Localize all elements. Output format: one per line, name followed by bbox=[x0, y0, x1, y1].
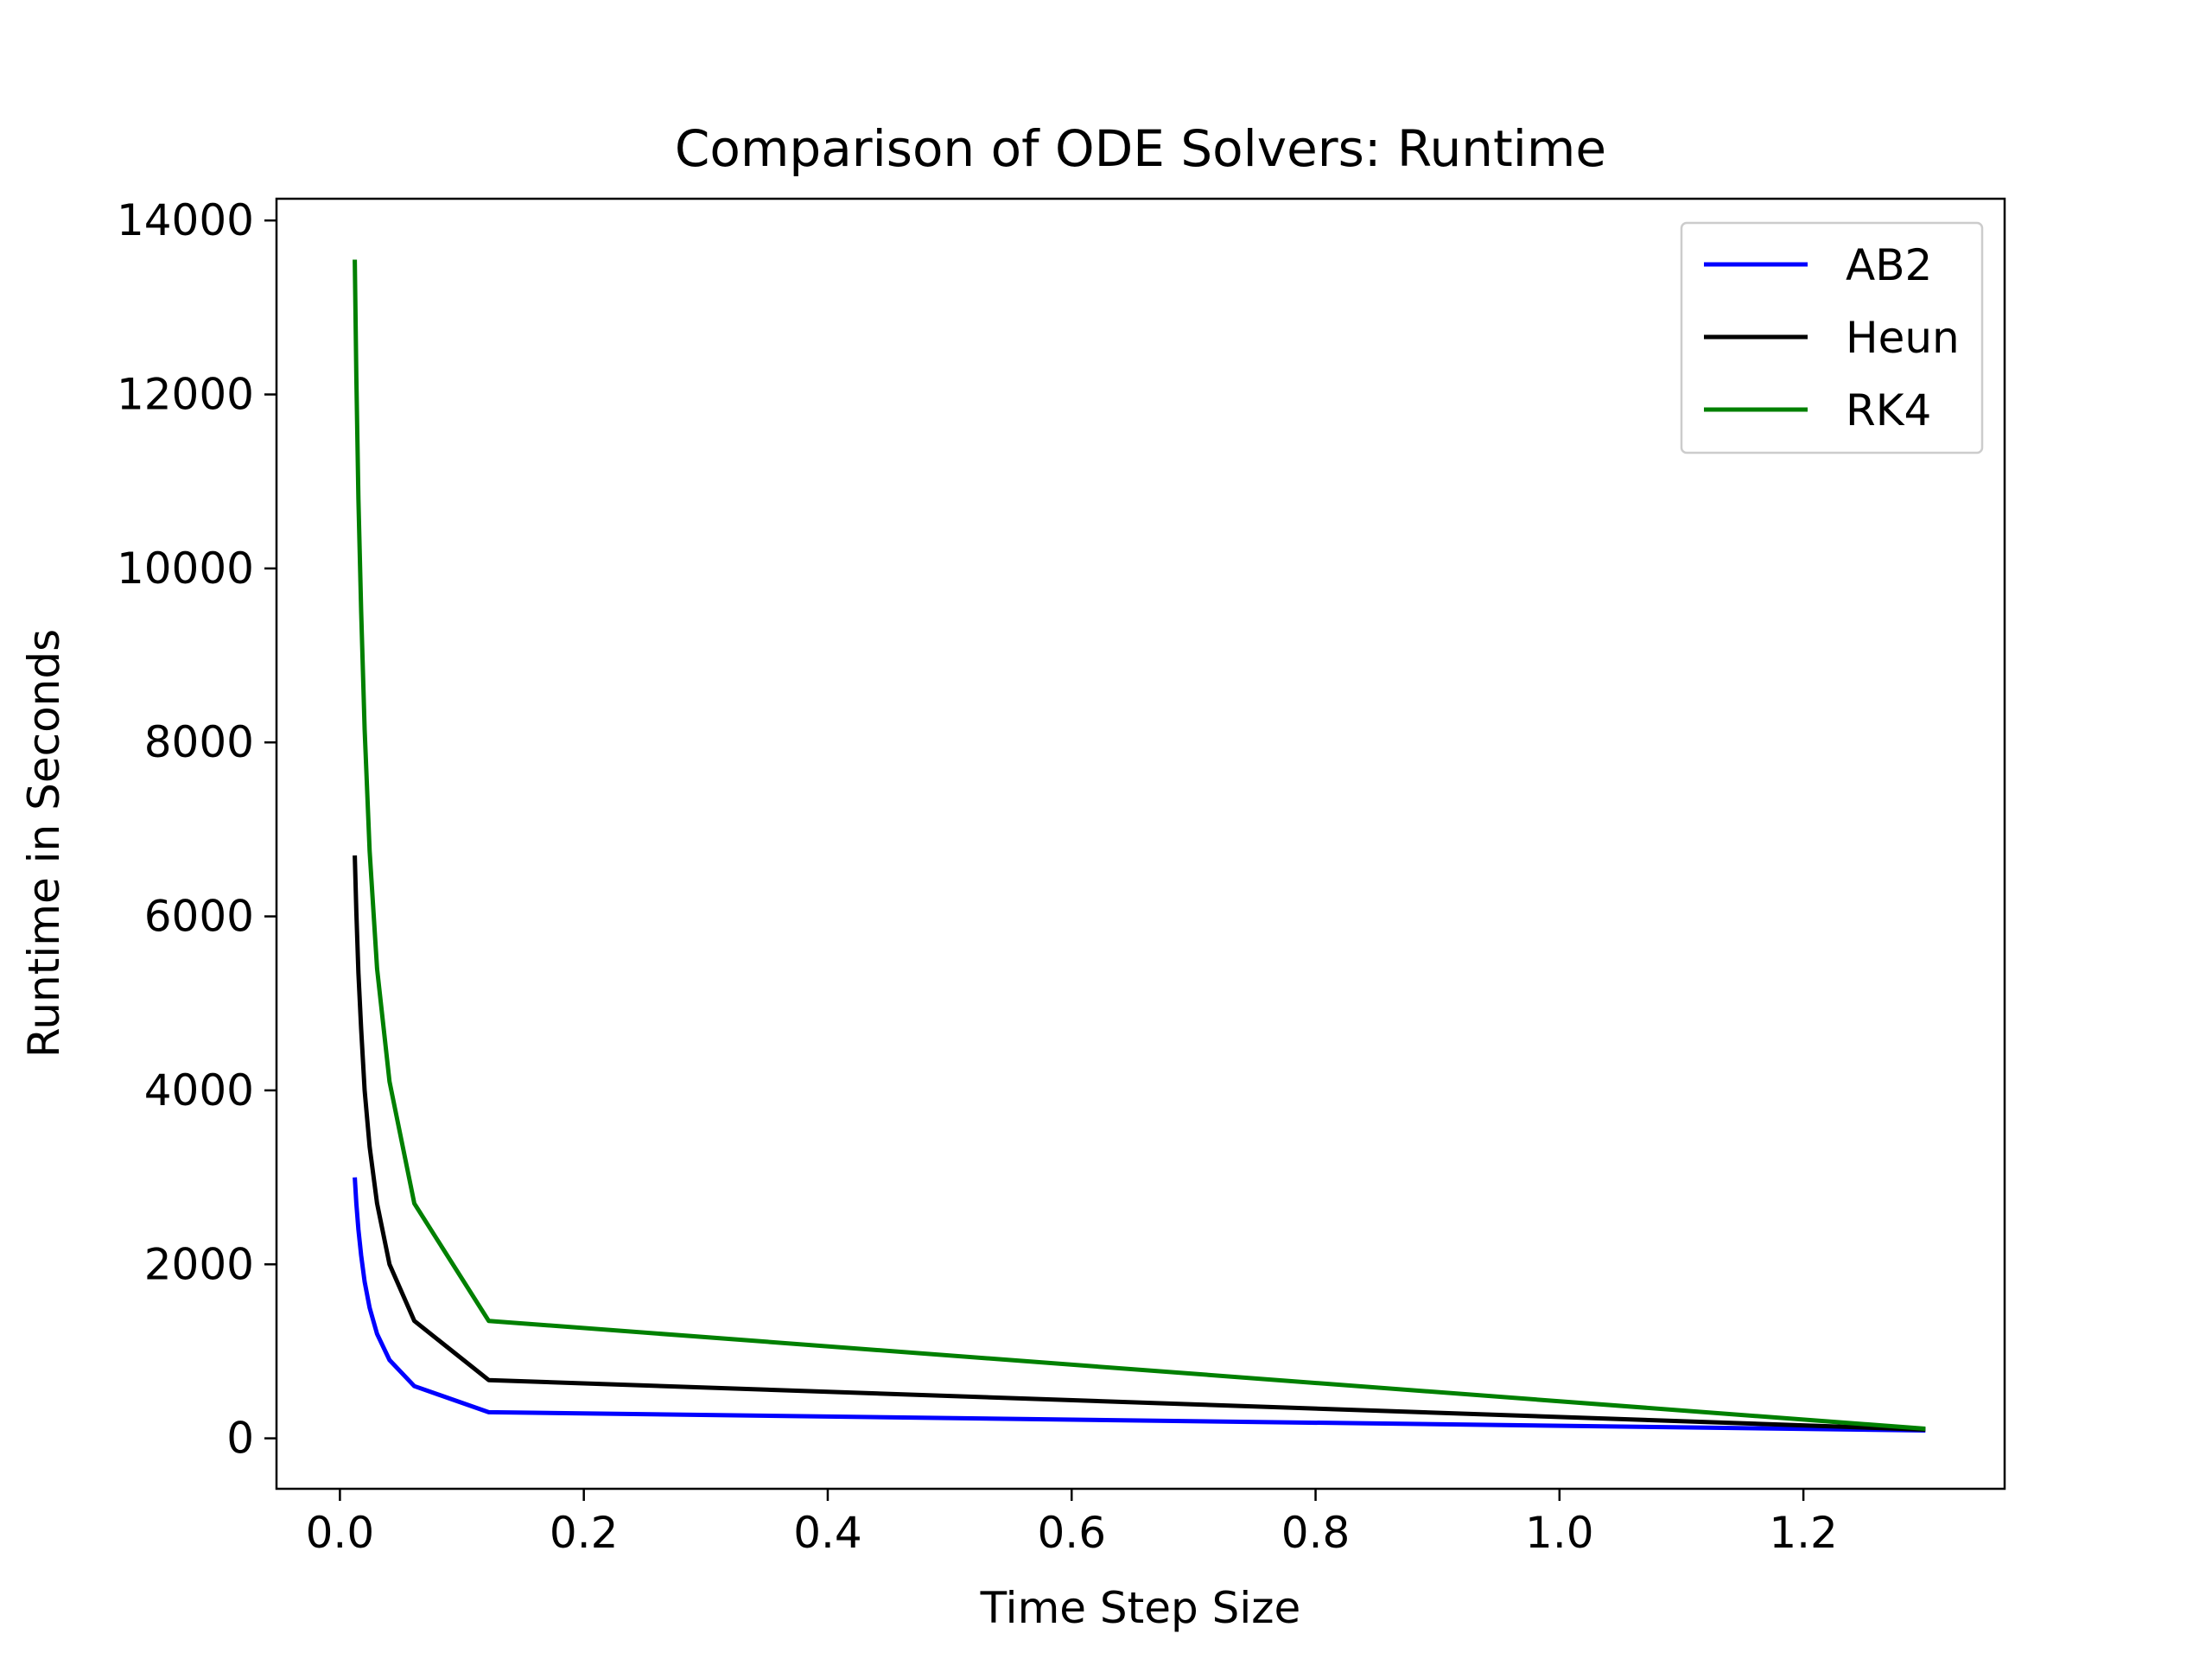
legend: AB2 Heun RK4 bbox=[1680, 221, 1984, 454]
x-axis: 0.0 0.2 0.4 0.6 0.8 1.0 1.2 bbox=[306, 1489, 1838, 1558]
x-tick-label: 0.6 bbox=[1037, 1508, 1106, 1558]
series-line-heun bbox=[353, 855, 1926, 1432]
legend-label-ab2: AB2 bbox=[1846, 240, 1932, 290]
y-axis-label: Runtime in Seconds bbox=[19, 629, 69, 1058]
series-line-ab2 bbox=[353, 1177, 1926, 1433]
y-tick-label: 8000 bbox=[144, 717, 254, 767]
y-tick-label: 6000 bbox=[144, 892, 254, 942]
y-axis: 0 2000 4000 6000 8000 10000 12000 14000 bbox=[117, 195, 276, 1464]
legend-label-heun: Heun bbox=[1846, 313, 1960, 363]
x-axis-label: Time Step Size bbox=[980, 1583, 1301, 1633]
y-tick-label: 10000 bbox=[117, 543, 254, 594]
chart-title: Comparison of ODE Solvers: Runtime bbox=[675, 119, 1606, 178]
x-tick-label: 1.0 bbox=[1525, 1508, 1594, 1558]
x-tick-label: 0.2 bbox=[550, 1508, 619, 1558]
y-tick-label: 0 bbox=[226, 1414, 254, 1464]
plot-area bbox=[275, 197, 2006, 1491]
series-layer bbox=[353, 259, 1926, 1433]
x-tick-label: 0.8 bbox=[1281, 1508, 1351, 1558]
y-tick-label: 14000 bbox=[117, 195, 254, 245]
legend-box bbox=[1680, 221, 1984, 454]
x-tick-label: 0.4 bbox=[793, 1508, 862, 1558]
series-line-rk4 bbox=[353, 259, 1926, 1431]
legend-entries: AB2 Heun RK4 bbox=[1704, 240, 1960, 435]
y-tick-label: 2000 bbox=[144, 1239, 254, 1289]
y-tick-label: 4000 bbox=[144, 1065, 254, 1116]
y-tick-label: 12000 bbox=[117, 370, 254, 420]
x-tick-label: 0.0 bbox=[306, 1508, 375, 1558]
x-tick-label: 1.2 bbox=[1769, 1508, 1838, 1558]
legend-label-rk4: RK4 bbox=[1846, 385, 1931, 435]
axes-frame bbox=[275, 197, 2006, 1491]
